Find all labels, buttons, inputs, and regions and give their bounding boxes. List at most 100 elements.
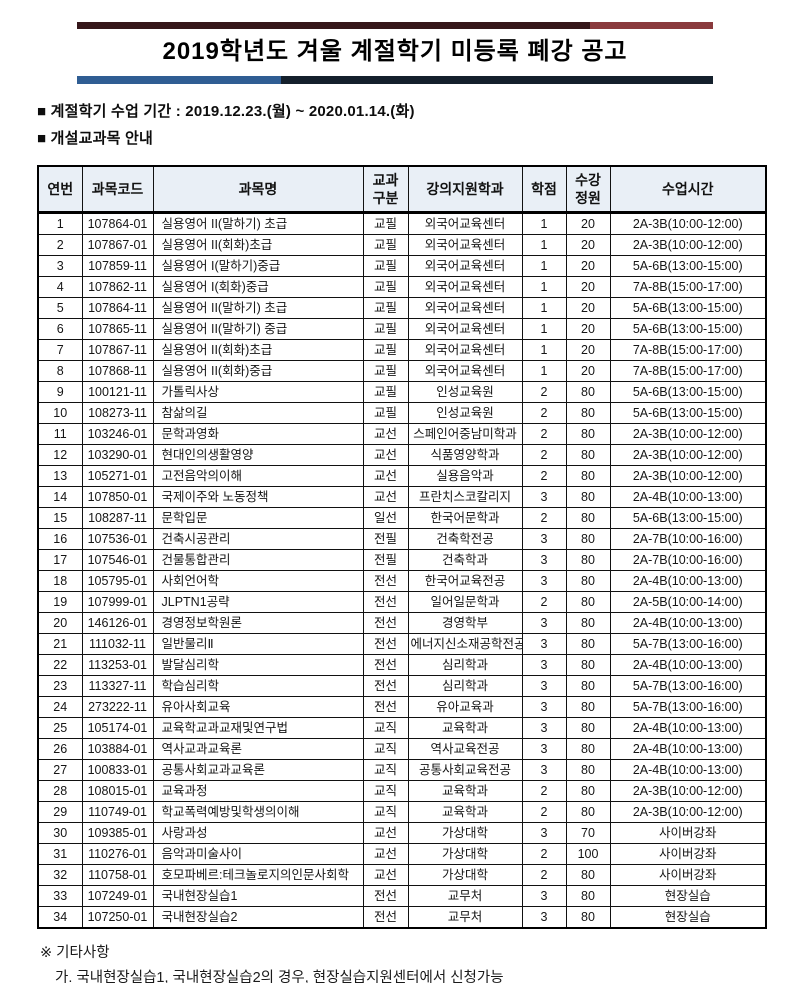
cell-capacity: 80 [565,632,611,655]
cell-name: 건축시공관리 [152,527,364,550]
cell-no: 11 [37,422,83,445]
cell-dept: 스페인어중남미학과 [407,422,523,445]
cell-type: 전선 [362,695,409,718]
cell-name: 건물통합관리 [152,548,364,571]
cell-credits: 2 [521,401,567,424]
cell-no: 10 [37,401,83,424]
cell-credits: 2 [521,863,567,886]
cell-time: 2A-3B(10:00-12:00) [609,800,767,823]
cell-dept: 역사교육전공 [407,737,523,760]
table-row: 27 100833-01 공통사회교과교육론 교직 공통사회교육전공 3 80 2A-4B(1… [37,758,767,781]
header-rule-bottom-blue-segment [77,76,282,84]
cell-code: 107864-01 [81,211,154,235]
cell-credits: 3 [521,527,567,550]
cell-credits: 3 [521,632,567,655]
col-header-capacity: 수강 정원 [565,165,611,214]
cell-type: 교필 [362,275,409,298]
cell-time: 5A-6B(13:00-15:00) [609,296,767,319]
col-header-code: 과목코드 [81,165,154,214]
cell-code: 109385-01 [81,821,154,844]
cell-name: 사랑과성 [152,821,364,844]
cell-time: 2A-4B(10:00-13:00) [609,737,767,760]
cell-name: 문학과영화 [152,422,364,445]
cell-no: 6 [37,317,83,340]
cell-code: 108273-11 [81,401,154,424]
cell-time: 사이버강좌 [609,842,767,865]
cell-type: 교선 [362,863,409,886]
cell-credits: 3 [521,884,567,907]
cell-credits: 3 [521,674,567,697]
cell-type: 교필 [362,296,409,319]
cell-capacity: 80 [565,716,611,739]
cell-code: 105271-01 [81,464,154,487]
cell-no: 17 [37,548,83,571]
cell-credits: 3 [521,611,567,634]
cell-name: JLPTN1공략 [152,590,364,613]
cell-type: 교필 [362,254,409,277]
cell-no: 29 [37,800,83,823]
cell-no: 26 [37,737,83,760]
cell-credits: 2 [521,380,567,403]
table-row: 5 107864-11 실용영어 II(말하기) 초급 교필 외국어교육센터 1 20 5A-… [37,296,767,319]
cell-dept: 교무처 [407,905,523,928]
cell-dept: 가상대학 [407,863,523,886]
cell-code: 105795-01 [81,569,154,592]
cell-dept: 교육학과 [407,800,523,823]
cell-type: 교직 [362,737,409,760]
cell-no: 20 [37,611,83,634]
table-row: 32 110758-01 호모파베르:테크놀로지의인문사회학 교선 가상대학 2 80 사이버… [37,863,767,886]
cell-capacity: 80 [565,506,611,529]
cell-credits: 2 [521,443,567,466]
cell-name: 사회언어학 [152,569,364,592]
cell-dept: 가상대학 [407,842,523,865]
table-row: 3 107859-11 실용영어 I(말하기)중급 교필 외국어교육센터 1 20 5A-6B… [37,254,767,277]
cell-type: 교필 [362,211,409,235]
cell-code: 100121-11 [81,380,154,403]
cell-time: 2A-3B(10:00-12:00) [609,464,767,487]
table-row: 33 107249-01 국내현장실습1 전선 교무처 3 80 현장실습 [37,884,767,907]
header-rule-bottom-navy-segment [281,76,713,84]
table-row: 17 107546-01 건물통합관리 전필 건축학과 3 80 2A-7B(10:00-16… [37,548,767,571]
cell-no: 27 [37,758,83,781]
cell-credits: 3 [521,653,567,676]
cell-name: 고전음악의이해 [152,464,364,487]
cell-dept: 에너지신소재공학전공 [407,632,523,655]
cell-name: 공통사회교과교육론 [152,758,364,781]
cell-no: 33 [37,884,83,907]
cell-name: 경영정보학원론 [152,611,364,634]
cell-time: 2A-3B(10:00-12:00) [609,779,767,802]
cell-type: 교선 [362,443,409,466]
cell-time: 2A-3B(10:00-12:00) [609,211,767,235]
cell-capacity: 20 [565,275,611,298]
cell-name: 음악과미술사이 [152,842,364,865]
cell-credits: 3 [521,569,567,592]
cell-credits: 3 [521,758,567,781]
cell-type: 교필 [362,317,409,340]
cell-capacity: 80 [565,443,611,466]
course-guide-line: ■ 개설교과목 안내 [37,130,153,147]
table-row: 20 146126-01 경영정보학원론 전선 경영학부 3 80 2A-4B(10:00-1… [37,611,767,634]
cell-credits: 1 [521,233,567,256]
cell-name: 일반물리Ⅱ [152,632,364,655]
cell-capacity: 80 [565,401,611,424]
cell-credits: 3 [521,821,567,844]
cell-name: 역사교과교육론 [152,737,364,760]
cell-dept: 심리학과 [407,653,523,676]
course-table: 연번 과목코드 과목명 교과 구분 강의지원학과 학점 수강 정원 수업시간 1… [37,165,767,929]
table-row: 30 109385-01 사랑과성 교선 가상대학 3 70 사이버강좌 [37,821,767,844]
cell-code: 110758-01 [81,863,154,886]
cell-code: 113253-01 [81,653,154,676]
cell-capacity: 80 [565,779,611,802]
cell-no: 32 [37,863,83,886]
cell-dept: 유아교육과 [407,695,523,718]
col-header-time: 수업시간 [609,165,767,214]
cell-code: 108287-11 [81,506,154,529]
cell-code: 105174-01 [81,716,154,739]
cell-time: 2A-4B(10:00-13:00) [609,611,767,634]
cell-dept: 한국어교육전공 [407,569,523,592]
cell-dept: 교육학과 [407,779,523,802]
cell-credits: 2 [521,506,567,529]
header-rule-top-red-segment [590,22,713,29]
cell-capacity: 80 [565,674,611,697]
cell-name: 호모파베르:테크놀로지의인문사회학 [152,863,364,886]
